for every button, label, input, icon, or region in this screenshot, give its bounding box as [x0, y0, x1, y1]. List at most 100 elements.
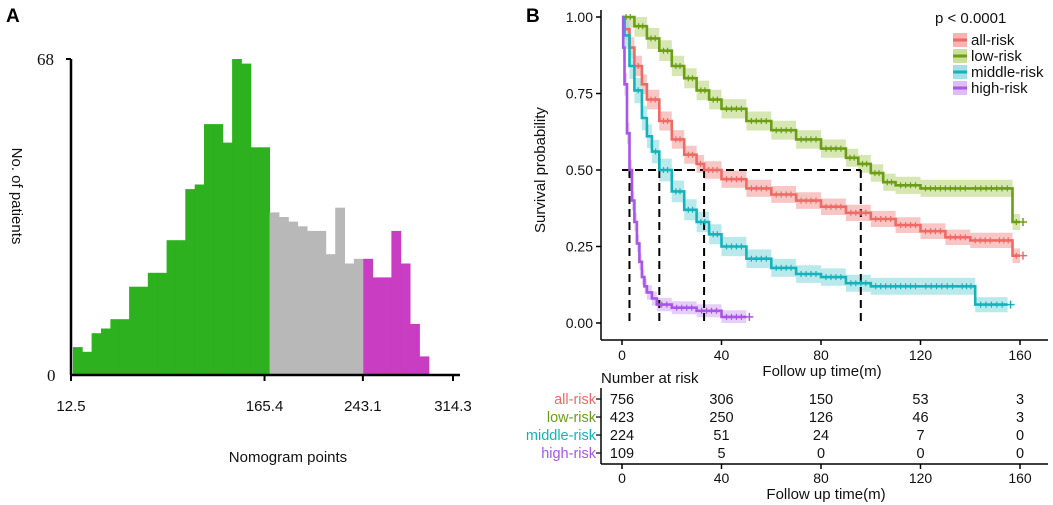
km-p-value: p < 0.0001 — [935, 10, 1006, 27]
km-band-low-risk — [622, 17, 1020, 230]
km-censor-mark — [1005, 237, 1012, 244]
km-y-tick-label: 0.75 — [566, 86, 593, 102]
km-censor-mark-end — [1019, 218, 1027, 227]
km-censor-mark — [1013, 252, 1020, 259]
km-x-tick-label: 160 — [1008, 347, 1032, 363]
km-censor-mark — [987, 237, 994, 244]
km-censor-mark — [701, 87, 708, 94]
histogram-bar — [391, 230, 402, 375]
risk-cell: 3 — [1016, 392, 1024, 408]
km-censor-mark — [983, 301, 989, 308]
histogram-bar — [185, 189, 196, 375]
km-censor-mark — [714, 231, 721, 238]
km-censor-mark — [652, 35, 659, 42]
km-censor-mark — [813, 197, 819, 204]
risk-cell: 5 — [717, 446, 725, 462]
km-censor-mark — [689, 75, 696, 82]
histogram-bar — [138, 286, 149, 375]
histogram-bar — [166, 240, 177, 375]
km-censor-mark — [1004, 185, 1011, 192]
risk-row-label: low-risk — [547, 410, 597, 426]
histogram-bar — [363, 258, 374, 375]
km-x-axis-label: Follow up time(m) — [762, 363, 881, 380]
histogram-y-tick-label-max: 68 — [37, 50, 54, 69]
km-x-tick-label: 0 — [618, 347, 626, 363]
histogram-bar — [119, 319, 130, 375]
km-y-tick-label: 0.00 — [566, 315, 593, 331]
histogram-x-ticks: 12.5 165.4 243.1 314.3 — [56, 375, 472, 415]
panel-b-label: B — [526, 6, 540, 27]
legend-label: middle-risk — [971, 64, 1044, 81]
histogram-bars — [72, 59, 430, 375]
histogram-bar — [250, 147, 261, 375]
km-censor-mark — [837, 145, 844, 152]
histogram-bar — [353, 258, 364, 375]
km-y-ticks: 0.00 0.25 0.50 0.75 1.00 — [566, 9, 601, 331]
histogram-x-tick-label: 243.1 — [344, 398, 382, 415]
histogram-bar — [316, 230, 327, 375]
km-censor-mark — [652, 96, 659, 103]
risk-cell: 51 — [713, 428, 729, 444]
km-censor-mark — [738, 176, 745, 183]
km-censor-mark — [988, 301, 995, 308]
histogram-x-tick-label: 314.3 — [434, 398, 472, 415]
histogram-bar — [72, 347, 83, 375]
risk-cell: 306 — [709, 392, 733, 408]
km-censor-mark — [933, 283, 940, 290]
km-censor-mark — [701, 219, 708, 225]
histogram-bar — [241, 63, 252, 375]
km-y-axis-label: Survival probability — [532, 107, 549, 233]
km-x-tick-label: 120 — [909, 347, 933, 363]
legend-label: high-risk — [971, 80, 1028, 97]
km-censor-mark — [922, 283, 929, 290]
km-censor-mark — [639, 23, 646, 30]
histogram-bar — [232, 59, 242, 375]
histogram-bar — [297, 226, 308, 375]
risk-cell: 24 — [813, 428, 829, 444]
histogram-bar — [400, 263, 411, 375]
km-censor-mark — [967, 283, 974, 290]
km-censor-mark — [763, 118, 770, 124]
risk-x-tick-label: 80 — [813, 470, 829, 486]
histogram-x-tick-label: 12.5 — [56, 398, 85, 415]
risk-table-rows: all-risk 756 306 150 53 3 low-risk 423 250 126 46 3… — [526, 392, 1024, 462]
km-censor-mark — [999, 185, 1005, 192]
histogram-bar — [129, 286, 139, 375]
risk-cell: 7 — [916, 428, 924, 444]
risk-cell: 423 — [610, 410, 634, 426]
km-censor-mark — [851, 154, 858, 161]
histogram-bar — [307, 230, 317, 375]
km-x-tick-label: 80 — [813, 347, 829, 363]
histogram-x-axis-label: Nomogram points — [229, 449, 347, 466]
km-censor-mark — [813, 271, 819, 277]
histogram-bar — [194, 184, 205, 375]
risk-x-tick-label: 0 — [618, 470, 626, 486]
km-censor-mark — [876, 170, 882, 177]
km-censor-mark — [738, 105, 745, 112]
km-censor-mark — [972, 185, 979, 192]
histogram-y-tick-label-zero: 0 — [47, 366, 56, 385]
risk-x-tick-label: 120 — [909, 470, 933, 486]
histogram-bar — [213, 124, 224, 375]
km-censor-mark — [962, 185, 969, 192]
km-censor-mark — [713, 307, 720, 314]
risk-table-x-ticks: 0 40 80 120 160 — [618, 464, 1032, 486]
km-censor-mark — [664, 118, 671, 124]
km-band-middle-risk — [622, 17, 1008, 313]
km-censor-mark — [627, 14, 634, 20]
legend-label: low-risk — [971, 48, 1022, 65]
km-censor-mark — [938, 283, 945, 290]
km-censor-mark — [944, 283, 951, 290]
km-censor-mark — [977, 185, 984, 192]
km-censor-mark — [738, 243, 745, 250]
risk-cell: 250 — [709, 410, 733, 426]
km-censor-mark — [887, 216, 894, 222]
risk-cell: 0 — [817, 446, 825, 462]
km-censor-mark — [837, 203, 844, 210]
km-censor-mark — [763, 185, 770, 192]
km-censor-mark — [862, 280, 869, 287]
km-censor-mark — [937, 228, 944, 235]
km-censor-mark — [993, 301, 1000, 308]
km-censor-mark — [689, 206, 696, 213]
